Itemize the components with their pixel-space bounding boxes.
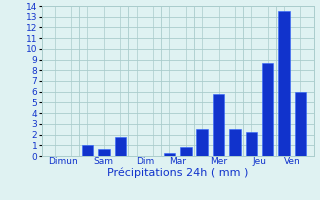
Bar — [278, 11, 290, 156]
Bar — [196, 129, 208, 156]
Bar — [295, 92, 306, 156]
X-axis label: Précipitations 24h ( mm ): Précipitations 24h ( mm ) — [107, 168, 248, 178]
Bar — [229, 129, 241, 156]
Bar — [213, 94, 224, 156]
Bar — [82, 145, 93, 156]
Bar — [164, 153, 175, 156]
Bar — [180, 147, 192, 156]
Bar — [262, 63, 274, 156]
Bar — [115, 137, 126, 156]
Bar — [98, 148, 109, 156]
Bar — [246, 132, 257, 156]
